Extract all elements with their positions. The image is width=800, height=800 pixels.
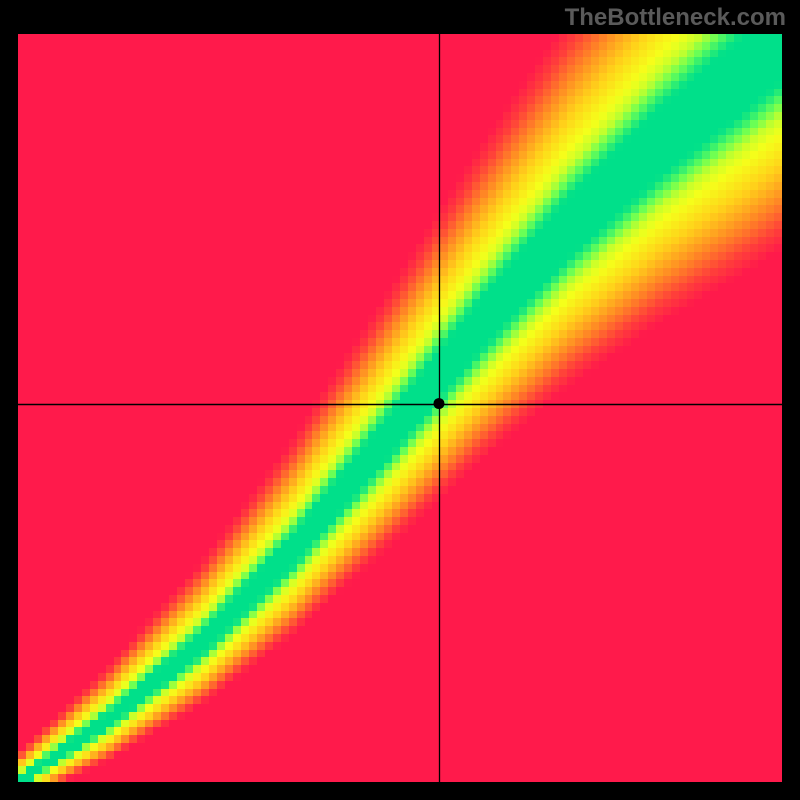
watermark-text: TheBottleneck.com: [565, 4, 786, 32]
heatmap-plot: [18, 34, 782, 782]
heatmap-canvas: [18, 34, 782, 782]
chart-container: TheBottleneck.com: [0, 0, 800, 800]
